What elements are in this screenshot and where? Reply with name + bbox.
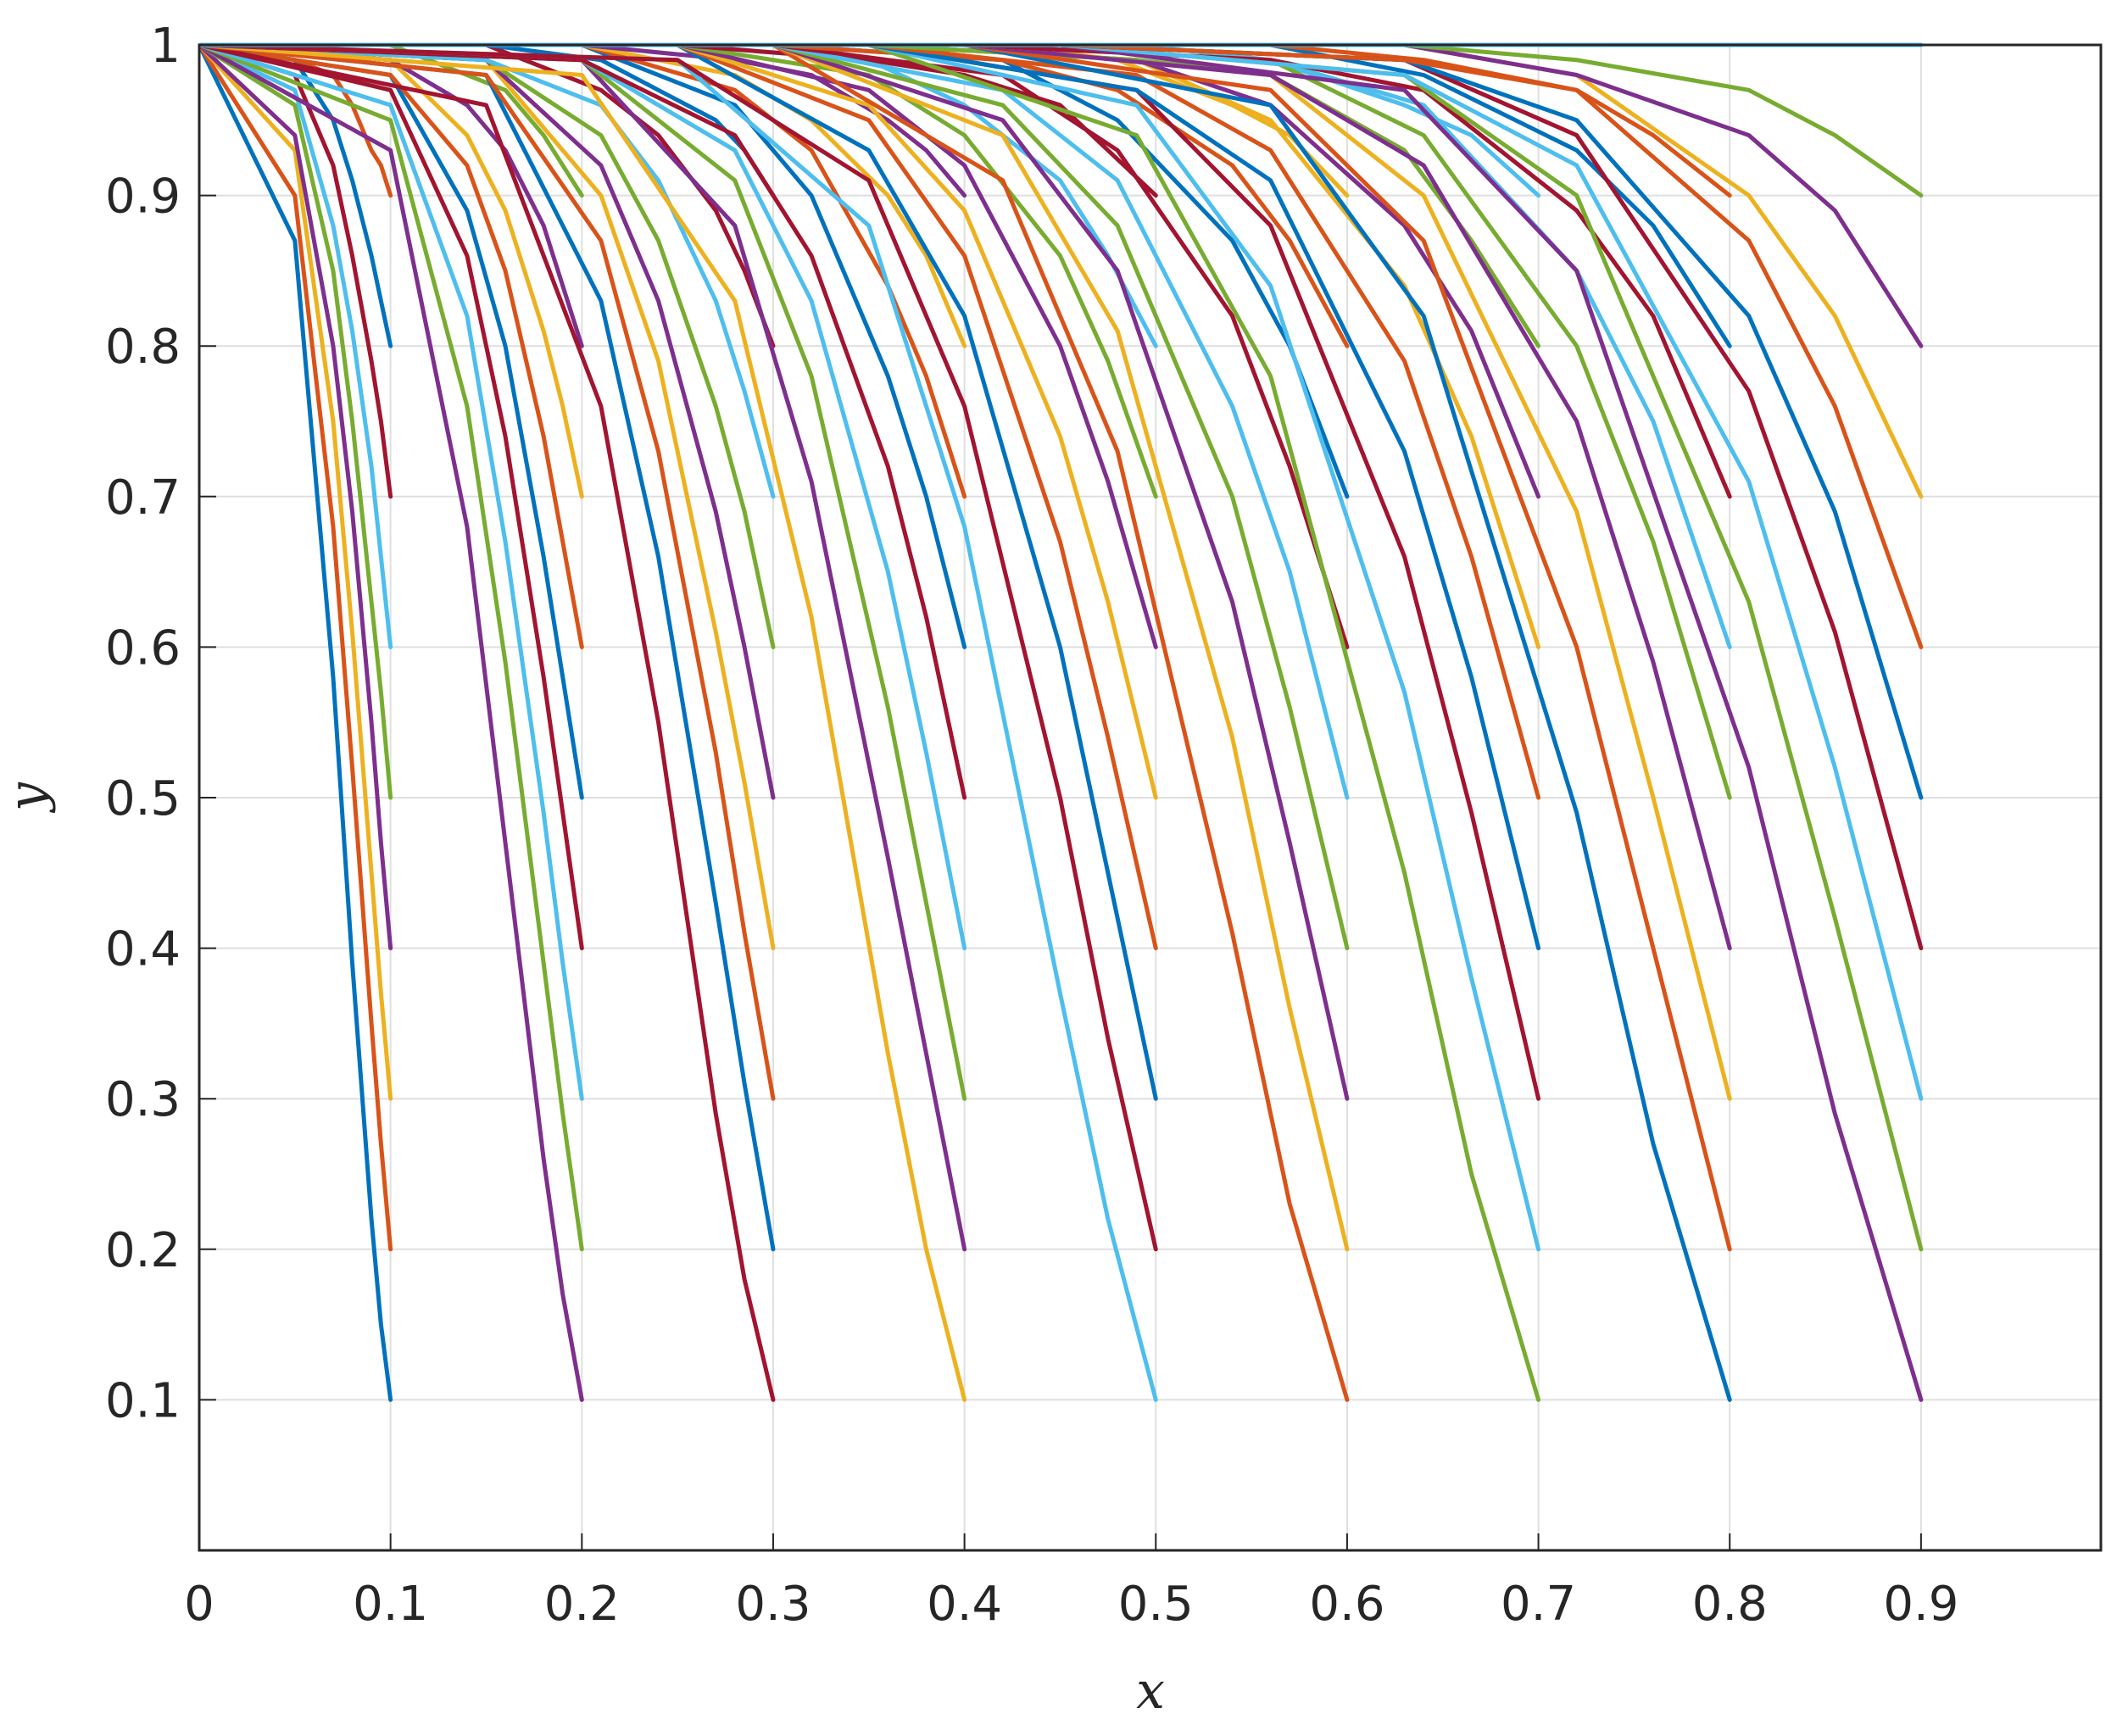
x-tick-label: 0.3 [735,1577,811,1632]
curve [199,42,393,1252]
y-tick-label: 0.3 [105,1072,181,1127]
curve [199,42,776,1402]
y-tick-label: 0.6 [105,620,181,676]
curve [199,42,584,951]
axes: 0 0.1 0.2 0.3 0.4 0.5 0.6 0.7 0.8 0.9 0.1 0.2 0.3 0.4… [105,19,2103,1632]
y-axis-label: y [0,782,57,814]
x-tick-label: 0.5 [1118,1577,1194,1632]
y-tick-label: 0.9 [105,170,181,225]
x-tick-label: 0.8 [1692,1577,1768,1632]
x-tick-label: 0 [184,1577,214,1632]
curve [199,42,967,1402]
curve [199,42,393,951]
curve [199,42,967,800]
x-tick-label: 0.2 [544,1577,620,1632]
curve [199,42,584,1101]
y-tick-label: 0.8 [105,320,181,375]
curve [199,42,776,1101]
x-tick-label: 0.9 [1883,1577,1958,1632]
curve [199,42,584,649]
x-tick-label: 0.6 [1309,1577,1384,1632]
curve [199,42,584,1402]
curve [199,42,1158,1252]
curve [199,42,393,800]
y-tick-label: 0.2 [105,1223,181,1278]
y-tick-label: 0.7 [105,470,181,526]
curve [199,42,393,1402]
curve [199,42,393,1101]
x-tick-label: 0.1 [353,1577,428,1632]
x-tick-label: 0.4 [927,1577,1002,1632]
curve [199,42,584,1252]
curve [199,42,776,499]
y-tick-label: 0.1 [105,1373,181,1428]
y-tick-label: 0.5 [105,771,181,826]
y-tick-label: 1 [150,19,181,74]
y-tick-label: 0.4 [105,922,181,977]
curve [199,42,393,649]
plot-frame [198,43,2103,1552]
x-axis-label: x [1136,1661,1165,1721]
x-tick-label: 0.7 [1501,1577,1576,1632]
